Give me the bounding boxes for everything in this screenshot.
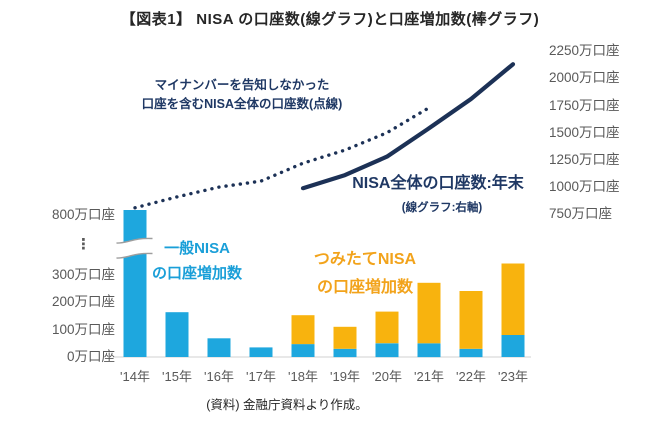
bar-tsumitate-nisa [375,311,399,344]
axis-break-mark [116,252,153,259]
annotation-tsumitate-nisa-line1: つみたてNISA [313,251,417,268]
source-note: (資料) 金融庁資料より作成。 [206,398,368,412]
dotted-line-total-incl-nonnotified [133,105,431,210]
annotation-dotted-line-note-line2: 口座を含むNISA全体の口座数(点線) [141,96,343,111]
bar-general-nisa [249,347,273,357]
annotation-total-line-label: NISA全体の口座数:年末 [352,175,524,192]
solid-line-total [300,62,516,191]
annotation-dotted-line-note-line1: マイナンバーを告知しなかった [154,78,330,92]
annotation-general-nisa-line1: 一般NISA [164,240,230,257]
annotation-general-nisa: 一般NISA の口座増加数 [140,236,254,286]
annotation-tsumitate-nisa: つみたてNISA の口座増加数 [300,246,430,302]
bar-general-nisa [207,338,231,357]
bar-general-nisa [375,343,399,358]
bar-general-nisa [501,335,525,357]
bar-general-nisa [165,312,189,357]
bar-general-nisa [459,348,483,358]
axis-break-mark [116,237,153,244]
bar-general-nisa [291,344,315,357]
bar-tsumitate-nisa [291,315,315,345]
bar-tsumitate-nisa [417,282,441,344]
chart-title: 【図表1】 NISA の口座数(線グラフ)と口座増加数(棒グラフ) [120,11,540,28]
annotation-total-line-sublabel: (線グラフ:右軸) [401,202,483,214]
annotation-dotted-line-note: マイナンバーを告知しなかった 口座を含むNISA全体の口座数(点線) [130,76,354,113]
bar-tsumitate-nisa [459,291,483,349]
bar-tsumitate-nisa [501,263,525,335]
bar-general-nisa [417,343,441,358]
bar-general-nisa [333,348,357,358]
annotation-tsumitate-nisa-line2: の口座増加数 [316,279,413,296]
annotation-general-nisa-line2: の口座増加数 [151,265,242,282]
bar-tsumitate-nisa [333,326,357,349]
